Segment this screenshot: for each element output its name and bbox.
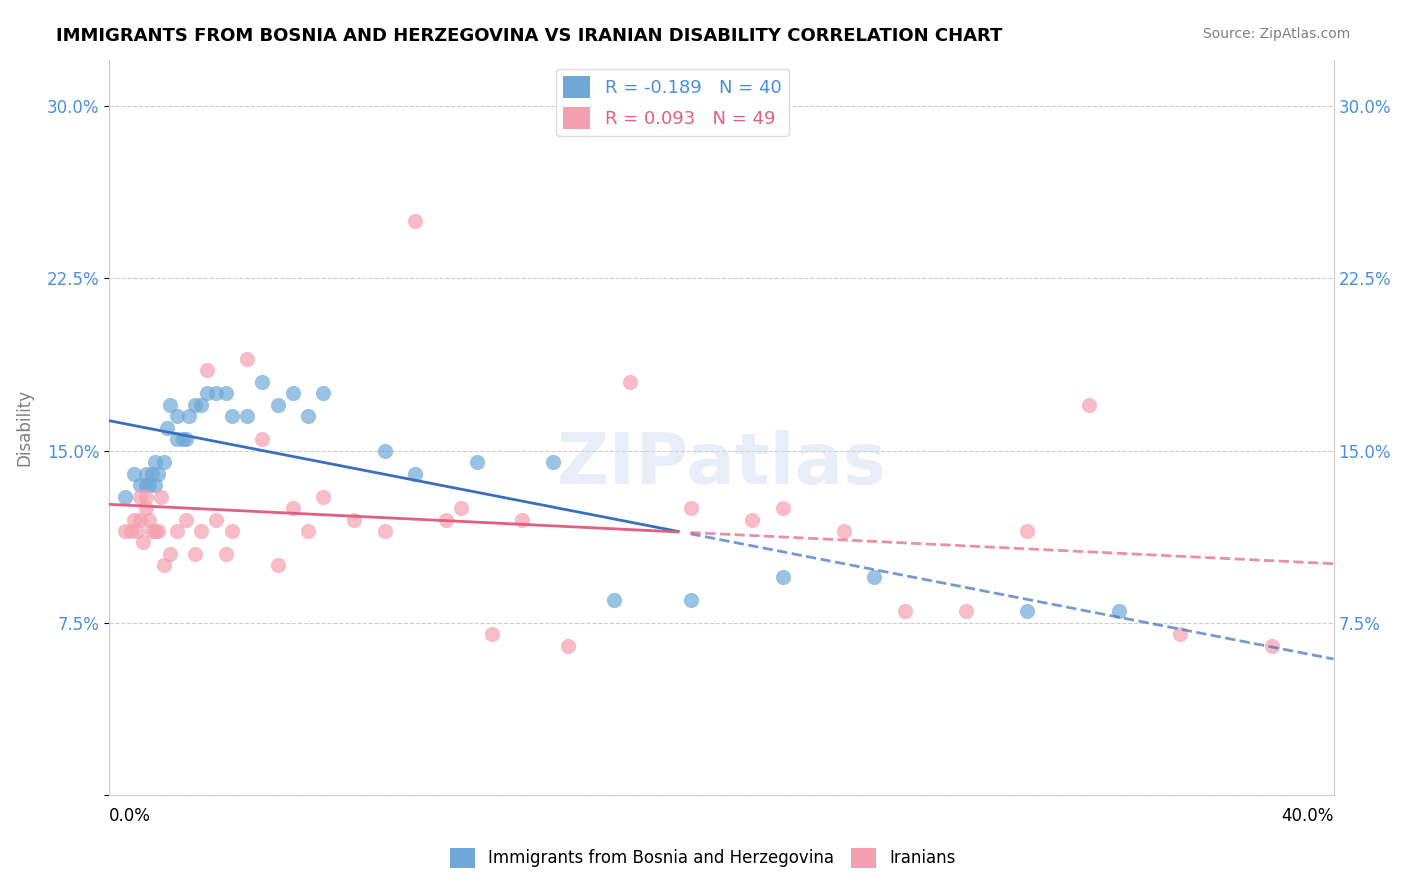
- Point: [481, 627, 503, 641]
- Point: [450, 501, 472, 516]
- Point: [465, 455, 488, 469]
- Point: [221, 524, 243, 538]
- Point: [343, 512, 366, 526]
- Point: [190, 524, 212, 538]
- Point: [122, 512, 145, 526]
- Point: [128, 478, 150, 492]
- Point: [159, 398, 181, 412]
- Point: [434, 512, 457, 526]
- Point: [619, 375, 641, 389]
- Point: [252, 375, 274, 389]
- Point: [143, 524, 166, 538]
- Point: [166, 432, 188, 446]
- Point: [863, 570, 886, 584]
- Point: [772, 570, 794, 584]
- Point: [236, 409, 259, 423]
- Point: [190, 398, 212, 412]
- Point: [148, 524, 170, 538]
- Point: [141, 524, 163, 538]
- Point: [1017, 524, 1039, 538]
- Legend: Immigrants from Bosnia and Herzegovina, Iranians: Immigrants from Bosnia and Herzegovina, …: [443, 841, 963, 875]
- Text: ZIPatlas: ZIPatlas: [557, 430, 886, 499]
- Text: IMMIGRANTS FROM BOSNIA AND HERZEGOVINA VS IRANIAN DISABILITY CORRELATION CHART: IMMIGRANTS FROM BOSNIA AND HERZEGOVINA V…: [56, 27, 1002, 45]
- Point: [114, 524, 136, 538]
- Point: [221, 409, 243, 423]
- Point: [128, 490, 150, 504]
- Point: [138, 478, 160, 492]
- Point: [141, 467, 163, 481]
- Point: [1261, 639, 1284, 653]
- Point: [312, 386, 335, 401]
- Point: [557, 639, 579, 653]
- Point: [184, 398, 207, 412]
- Y-axis label: Disability: Disability: [15, 389, 32, 467]
- Point: [297, 524, 319, 538]
- Point: [122, 467, 145, 481]
- Point: [135, 490, 157, 504]
- Point: [1108, 605, 1130, 619]
- Point: [184, 547, 207, 561]
- Point: [297, 409, 319, 423]
- Point: [679, 501, 702, 516]
- Point: [125, 524, 148, 538]
- Point: [894, 605, 917, 619]
- Point: [205, 512, 228, 526]
- Text: 40.0%: 40.0%: [1281, 807, 1333, 825]
- Point: [114, 490, 136, 504]
- Point: [177, 409, 200, 423]
- Point: [153, 455, 176, 469]
- Point: [512, 512, 534, 526]
- Point: [135, 501, 157, 516]
- Point: [174, 432, 197, 446]
- Point: [120, 524, 142, 538]
- Point: [166, 409, 188, 423]
- Point: [195, 363, 218, 377]
- Point: [150, 490, 173, 504]
- Point: [281, 501, 304, 516]
- Point: [214, 547, 236, 561]
- Text: 0.0%: 0.0%: [110, 807, 150, 825]
- Point: [138, 512, 160, 526]
- Point: [214, 386, 236, 401]
- Point: [541, 455, 564, 469]
- Point: [174, 512, 197, 526]
- Point: [148, 467, 170, 481]
- Point: [1077, 398, 1099, 412]
- Point: [156, 420, 179, 434]
- Point: [266, 398, 288, 412]
- Point: [135, 467, 157, 481]
- Legend: R = -0.189   N = 40, R = 0.093   N = 49: R = -0.189 N = 40, R = 0.093 N = 49: [555, 69, 789, 136]
- Point: [374, 524, 396, 538]
- Point: [159, 547, 181, 561]
- Point: [679, 593, 702, 607]
- Point: [236, 351, 259, 366]
- Text: Source: ZipAtlas.com: Source: ZipAtlas.com: [1202, 27, 1350, 41]
- Point: [266, 558, 288, 573]
- Point: [135, 478, 157, 492]
- Point: [153, 558, 176, 573]
- Point: [132, 535, 155, 549]
- Point: [166, 524, 188, 538]
- Point: [128, 512, 150, 526]
- Point: [143, 455, 166, 469]
- Point: [195, 386, 218, 401]
- Point: [205, 386, 228, 401]
- Point: [741, 512, 763, 526]
- Point: [603, 593, 626, 607]
- Point: [281, 386, 304, 401]
- Point: [955, 605, 977, 619]
- Point: [312, 490, 335, 504]
- Point: [772, 501, 794, 516]
- Point: [832, 524, 855, 538]
- Point: [1170, 627, 1192, 641]
- Point: [172, 432, 194, 446]
- Point: [252, 432, 274, 446]
- Point: [143, 478, 166, 492]
- Point: [404, 467, 426, 481]
- Point: [374, 443, 396, 458]
- Point: [404, 213, 426, 227]
- Point: [1017, 605, 1039, 619]
